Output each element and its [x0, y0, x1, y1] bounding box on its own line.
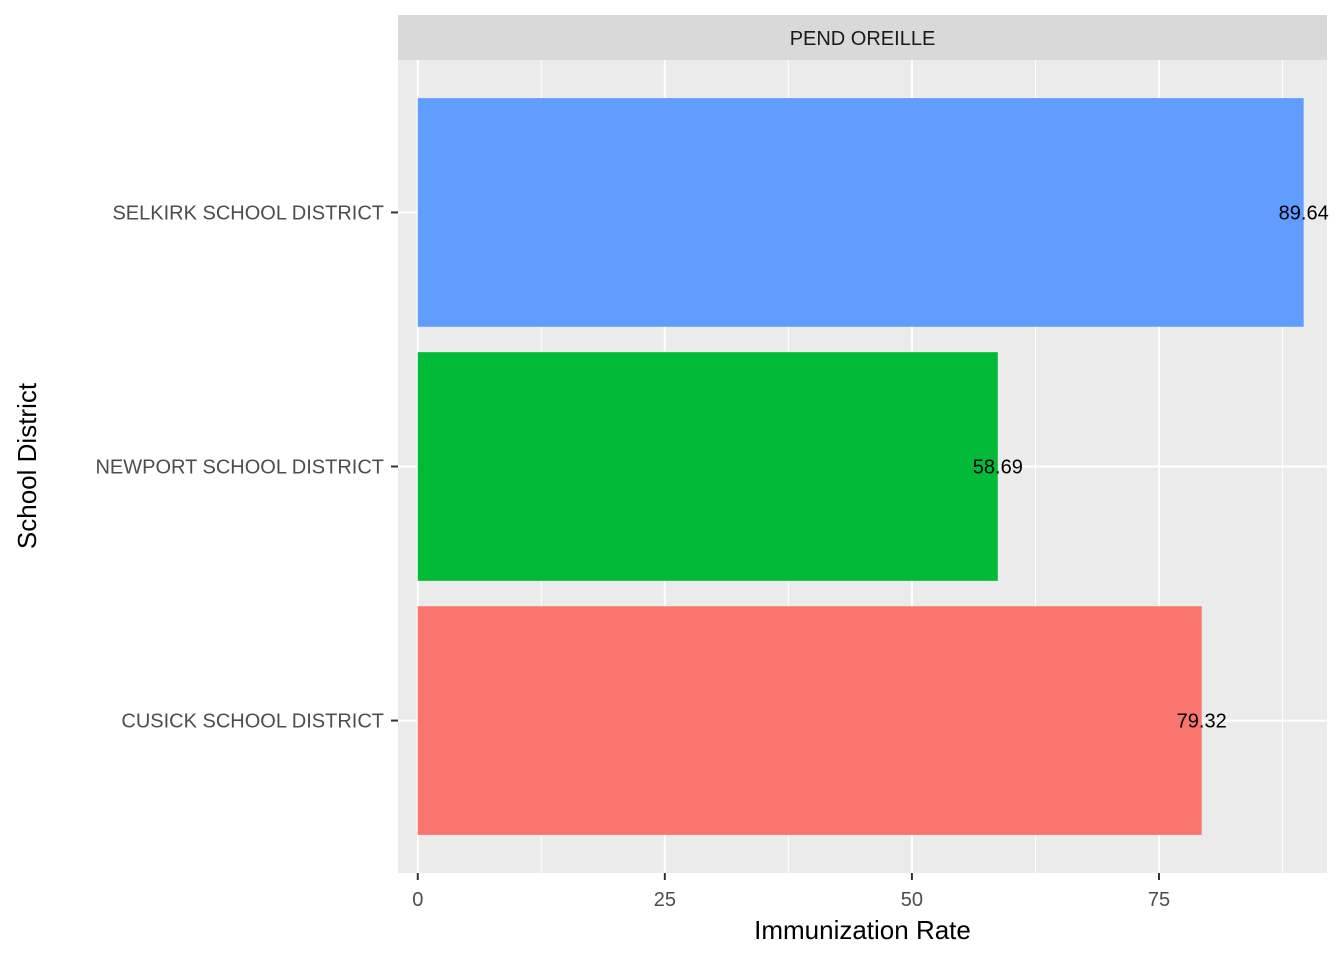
- facet-strip: [398, 15, 1327, 60]
- x-axis: 0 25 50 75: [412, 873, 1170, 911]
- bar: [417, 352, 998, 581]
- bar: [417, 98, 1304, 327]
- y-tick-label: NEWPORT SCHOOL DISTRICT: [95, 457, 384, 479]
- x-tick-label: 0: [412, 889, 423, 911]
- y-tick-label: SELKIRK SCHOOL DISTRICT: [112, 202, 384, 224]
- x-axis-title: Immunization Rate: [754, 915, 971, 945]
- bar-value-label: 89.64: [1279, 202, 1329, 224]
- facet-strip-label: PEND OREILLE: [790, 28, 936, 50]
- bar-value-label: 58.69: [973, 457, 1023, 479]
- y-axis: CUSICK SCHOOL DISTRICT NEWPORT SCHOOL DIS…: [95, 202, 398, 733]
- bar-value-labels: 79.32 58.69 89.64: [973, 202, 1329, 732]
- x-tick-label: 25: [654, 889, 676, 911]
- x-tick-label: 75: [1148, 889, 1170, 911]
- bars: [417, 98, 1304, 835]
- bar: [417, 606, 1202, 835]
- x-tick-label: 50: [901, 889, 923, 911]
- y-tick-label: CUSICK SCHOOL DISTRICT: [121, 711, 384, 733]
- bar-value-label: 79.32: [1177, 711, 1227, 733]
- y-axis-title: School District: [12, 382, 42, 549]
